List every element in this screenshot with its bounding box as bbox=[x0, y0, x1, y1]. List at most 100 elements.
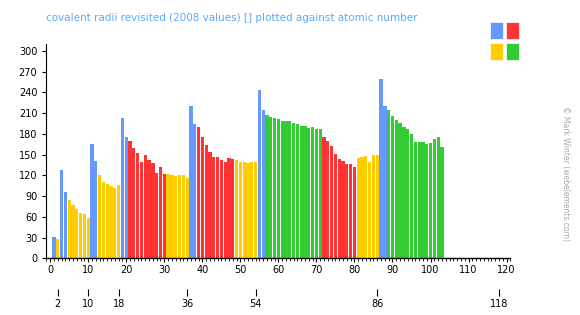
Bar bbox=[147, 160, 151, 258]
Bar bbox=[189, 106, 193, 258]
Bar bbox=[418, 142, 420, 258]
Bar bbox=[281, 121, 284, 258]
Bar bbox=[394, 120, 398, 258]
Bar bbox=[379, 79, 383, 258]
Bar bbox=[410, 134, 413, 258]
Bar bbox=[242, 162, 246, 258]
Bar bbox=[79, 213, 82, 258]
Bar bbox=[197, 127, 200, 258]
Bar bbox=[166, 174, 170, 258]
Bar bbox=[208, 152, 212, 258]
Bar bbox=[162, 174, 166, 258]
Bar bbox=[322, 137, 325, 258]
Bar bbox=[372, 155, 375, 258]
Bar bbox=[437, 137, 440, 258]
Bar bbox=[220, 160, 223, 258]
Bar bbox=[121, 118, 124, 258]
Bar bbox=[86, 218, 90, 258]
Bar bbox=[330, 146, 334, 258]
Bar bbox=[140, 162, 143, 258]
Bar bbox=[353, 167, 356, 258]
Bar bbox=[338, 159, 341, 258]
Bar bbox=[440, 147, 444, 258]
Bar bbox=[56, 239, 59, 258]
Bar bbox=[106, 184, 109, 258]
Bar bbox=[266, 115, 269, 258]
Bar bbox=[334, 154, 337, 258]
Bar bbox=[83, 214, 86, 258]
Bar bbox=[425, 144, 429, 258]
Bar bbox=[186, 178, 188, 258]
Bar bbox=[68, 200, 71, 258]
Bar bbox=[110, 186, 113, 258]
Text: covalent radii revisited (2008 values) [] plotted against atomic number: covalent radii revisited (2008 values) [… bbox=[46, 13, 418, 23]
Bar bbox=[155, 173, 158, 258]
Bar bbox=[349, 164, 352, 258]
Bar bbox=[171, 175, 173, 258]
Bar bbox=[132, 148, 136, 258]
Bar bbox=[345, 164, 349, 258]
Bar bbox=[201, 137, 204, 258]
Bar bbox=[364, 156, 368, 258]
Bar bbox=[360, 158, 364, 258]
Bar bbox=[315, 129, 318, 258]
Bar bbox=[136, 152, 139, 258]
Text: © Mark Winter (webelements.com): © Mark Winter (webelements.com) bbox=[561, 106, 570, 241]
Bar bbox=[223, 162, 227, 258]
Bar bbox=[368, 162, 371, 258]
Bar bbox=[342, 161, 345, 258]
Bar bbox=[246, 163, 249, 258]
Bar bbox=[235, 160, 238, 258]
Bar bbox=[303, 126, 307, 258]
Bar bbox=[398, 123, 402, 258]
Bar bbox=[383, 106, 386, 258]
Bar bbox=[273, 118, 276, 258]
Bar bbox=[414, 141, 417, 258]
Bar bbox=[357, 158, 360, 258]
Bar bbox=[307, 128, 310, 258]
Bar bbox=[125, 137, 128, 258]
Bar bbox=[403, 127, 405, 258]
Bar bbox=[277, 119, 280, 258]
Bar bbox=[406, 129, 409, 258]
Bar bbox=[231, 159, 234, 258]
Bar bbox=[429, 143, 432, 258]
Bar bbox=[212, 157, 215, 258]
Bar bbox=[269, 117, 273, 258]
Bar bbox=[98, 175, 102, 258]
Bar bbox=[75, 209, 78, 258]
Bar bbox=[387, 110, 390, 258]
Bar bbox=[151, 163, 154, 258]
Bar bbox=[311, 127, 314, 258]
Bar bbox=[71, 205, 75, 258]
Bar bbox=[64, 192, 67, 258]
Bar bbox=[102, 182, 105, 258]
Bar bbox=[144, 155, 147, 258]
Bar bbox=[193, 123, 197, 258]
Bar bbox=[178, 175, 181, 258]
Bar bbox=[254, 162, 257, 258]
Bar bbox=[174, 176, 177, 258]
Bar bbox=[60, 170, 63, 258]
Bar bbox=[300, 126, 303, 258]
Bar bbox=[205, 145, 208, 258]
Bar bbox=[250, 162, 253, 258]
Bar bbox=[284, 122, 288, 258]
Bar bbox=[288, 122, 291, 258]
Bar bbox=[296, 124, 299, 258]
Bar bbox=[262, 110, 265, 258]
Bar bbox=[216, 158, 219, 258]
Bar bbox=[117, 185, 120, 258]
Bar bbox=[94, 161, 97, 258]
Bar bbox=[258, 90, 261, 258]
Bar bbox=[318, 129, 322, 258]
Bar bbox=[376, 155, 379, 258]
Bar bbox=[90, 144, 93, 258]
Bar bbox=[52, 237, 56, 258]
Bar bbox=[433, 139, 436, 258]
Bar bbox=[292, 123, 295, 258]
Bar bbox=[326, 141, 329, 258]
Bar bbox=[391, 116, 394, 258]
Bar bbox=[227, 158, 231, 258]
Bar bbox=[159, 167, 162, 258]
